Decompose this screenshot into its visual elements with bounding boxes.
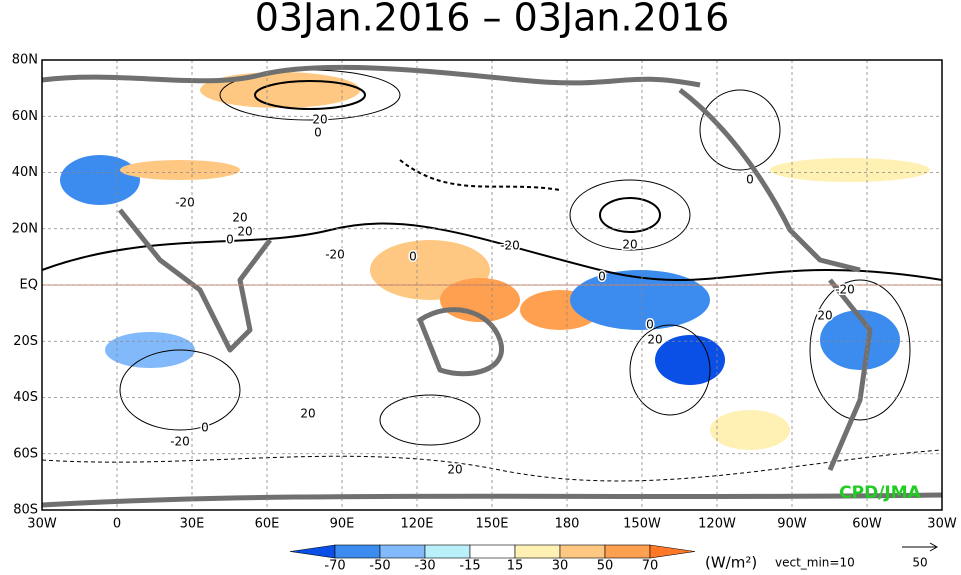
anomaly [710, 410, 790, 450]
contour-label: -20 [325, 248, 345, 262]
lat-label: 20N [12, 221, 38, 236]
colorbar-swatch [334, 544, 381, 559]
colorbar-label: -15 [459, 559, 480, 574]
colorbar-swatch [379, 544, 426, 559]
vector-reference: 50 [912, 556, 927, 570]
graticule [42, 60, 942, 510]
contour-label: 20 [622, 238, 637, 252]
contours [41, 69, 943, 482]
lon-label: 30W [27, 517, 57, 532]
lon-label: 0 [113, 517, 121, 532]
lon-label: 120E [400, 517, 433, 532]
title: 03Jan.2016 – 03Jan.2016 [255, 0, 730, 40]
contour-label: 0 [226, 233, 234, 247]
anomaly [655, 335, 725, 385]
lon-label: 60W [852, 517, 882, 532]
colorbar-label: -70 [324, 559, 345, 574]
anomaly [770, 158, 930, 182]
colorbar-label: 30 [552, 559, 569, 574]
lon-label: 150W [623, 517, 661, 532]
contour-label: 0 [409, 250, 417, 264]
colorbar-label: -50 [369, 559, 390, 574]
contour-label: 20 [447, 463, 462, 477]
contour-label: -20 [175, 196, 195, 210]
colorbar-swatch [424, 544, 471, 559]
contour-label: 20 [237, 225, 252, 239]
anomaly [120, 160, 240, 180]
contour-label: 20 [647, 333, 662, 347]
lon-label: 30E [180, 517, 205, 532]
contour-label: 0 [201, 421, 209, 435]
credit: CPD/JMA [839, 483, 921, 503]
contour-label: 0 [598, 270, 606, 284]
lat-label: 80N [12, 53, 38, 68]
reference-arrowhead [929, 542, 939, 552]
contour-label: 20 [817, 309, 832, 323]
contour-label: -20 [170, 435, 190, 449]
contour-label: 20 [312, 113, 327, 127]
lon-label: 150E [475, 517, 508, 532]
contour-label: -20 [500, 239, 520, 253]
colorbar-swatch [604, 544, 651, 559]
lon-label: 60E [255, 517, 280, 532]
colorbar-label: 50 [597, 559, 614, 574]
vector-note: vect_min=10 [775, 556, 855, 570]
lat-label: 80S [13, 503, 38, 518]
lat-label: 20S [13, 334, 38, 349]
contour-label: -20 [835, 283, 855, 297]
lat-label: EQ [20, 278, 38, 293]
coastlines [41, 64, 943, 508]
colorbar-swatch [559, 544, 606, 559]
lon-label: 90W [777, 517, 807, 532]
colorbar-label: -30 [414, 559, 435, 574]
colorbar-end [649, 544, 696, 559]
contour-label: 20 [300, 407, 315, 421]
lon-label: 90E [330, 517, 355, 532]
colorbar-swatch [514, 544, 561, 559]
lat-label: 40N [12, 165, 38, 180]
anomaly [820, 310, 900, 370]
map-frame [41, 59, 943, 511]
contour-label: 0 [314, 126, 322, 140]
lon-label: 120W [698, 517, 736, 532]
colorbar-swatch [469, 544, 516, 559]
lat-label: 40S [13, 390, 38, 405]
colorbar: -70 -50 -30 -15 15 30 50 70 [289, 544, 696, 574]
lon-label: 180 [555, 517, 580, 532]
contour-label: 0 [746, 173, 754, 187]
anomaly [60, 155, 140, 205]
lat-label: 60N [12, 109, 38, 124]
colorbar-end [289, 544, 336, 559]
contour-label: 0 [646, 318, 654, 332]
colorbar-label: 70 [642, 559, 659, 574]
unit-label: (W/m²) [705, 554, 757, 572]
colorbar-label: 15 [507, 559, 524, 574]
lat-label: 60S [13, 446, 38, 461]
contour-label: 20 [232, 211, 247, 225]
lon-label: 30W [927, 517, 957, 532]
